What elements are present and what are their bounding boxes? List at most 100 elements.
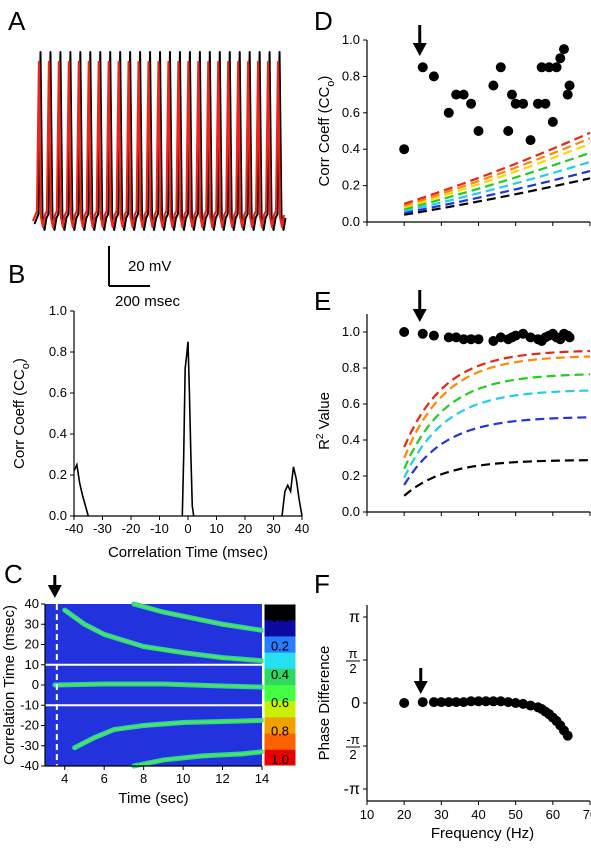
panel-letter-d: D xyxy=(314,6,333,36)
colorbar-tick-label: 0.0 xyxy=(271,610,289,625)
data-point xyxy=(503,126,514,136)
y-axis-title: Corr Coeff (CCo) xyxy=(316,76,337,187)
y-axis-title: Phase Difference xyxy=(316,646,333,761)
y-tick-label: 10 xyxy=(25,657,39,672)
panel-letter-e: E xyxy=(314,286,331,316)
y-axis-title-main: Corr Coeff (CC xyxy=(11,369,28,469)
y-tick-label: -40 xyxy=(20,758,39,773)
heatmap-ridge-core-3 xyxy=(73,719,263,749)
panel-letter-a: A xyxy=(8,6,26,36)
y-tick-label: -20 xyxy=(20,718,39,733)
colorbar-swatch-0 xyxy=(264,604,296,621)
data-point xyxy=(428,697,439,708)
x-tick-label: 10 xyxy=(209,521,223,536)
data-point xyxy=(547,116,558,127)
data-point xyxy=(562,89,573,100)
event-arrow-head xyxy=(412,43,427,56)
scale-bar-time-label: 200 msec xyxy=(115,293,181,310)
x-tick-label: 20 xyxy=(397,807,411,822)
data-point xyxy=(417,697,428,708)
data-point xyxy=(473,696,484,707)
y-tick-label: π xyxy=(349,609,360,626)
x-tick-label: -30 xyxy=(93,521,112,536)
data-point xyxy=(551,62,562,73)
y-tick-label: 0.0 xyxy=(342,504,360,519)
dashed-curve-4 xyxy=(403,355,591,459)
y-tick-label: 0 xyxy=(32,677,39,692)
y-tick-label: 0.4 xyxy=(49,426,67,441)
data-point xyxy=(480,696,491,707)
x-tick-label: 10 xyxy=(360,807,374,822)
y-tick-label-denominator: 2 xyxy=(349,747,356,762)
y-tick-label: 0.0 xyxy=(342,214,360,229)
data-point xyxy=(428,330,439,341)
x-tick-label: 6 xyxy=(101,771,108,786)
y-tick-label: 0.8 xyxy=(342,360,360,375)
dashed-curve-3 xyxy=(403,151,591,211)
dashed-curve-0 xyxy=(403,459,591,497)
heatmap-ridge-core-2 xyxy=(53,682,263,689)
y-tick-label: 0.4 xyxy=(342,432,360,447)
y-tick-label-numerator: π xyxy=(349,646,358,661)
dashed-curve-1 xyxy=(403,416,591,486)
colorbar-swatch-6 xyxy=(264,701,296,718)
event-arrow-head xyxy=(47,585,62,598)
colorbar-tick-label: 0.2 xyxy=(271,638,289,653)
data-point xyxy=(399,144,410,155)
data-point xyxy=(443,697,454,708)
y-tick-label-numerator: -π xyxy=(346,732,359,747)
x-tick-label: 4 xyxy=(61,771,68,786)
data-point xyxy=(436,697,447,708)
data-point xyxy=(466,98,477,109)
data-point xyxy=(399,327,410,337)
data-point xyxy=(451,89,462,100)
y-tick-label: 0.2 xyxy=(342,178,360,193)
data-point xyxy=(417,328,428,339)
y-tick-label: 0 xyxy=(351,695,360,712)
data-point xyxy=(488,696,499,707)
y-axis-title-part-1: 2 xyxy=(315,433,326,439)
event-arrow-head xyxy=(412,309,427,322)
y-axis-title-sub: o xyxy=(20,363,32,369)
data-point xyxy=(451,697,462,708)
x-tick-label: -40 xyxy=(65,521,84,536)
x-axis-title: Correlation Time (msec) xyxy=(108,544,268,561)
series-line-2 xyxy=(281,466,303,517)
data-point xyxy=(503,697,514,708)
colorbar-swatch-9 xyxy=(264,749,296,767)
dashed-curve-2 xyxy=(403,160,591,213)
colorbar-tick-label: 1.0 xyxy=(271,752,289,767)
data-point xyxy=(495,62,506,73)
data-point xyxy=(544,62,555,73)
x-tick-label: 40 xyxy=(471,807,485,822)
dashed-curve-4 xyxy=(403,142,591,209)
data-point xyxy=(488,80,499,91)
data-point xyxy=(564,80,575,91)
dashed-curve-6 xyxy=(403,131,591,205)
colorbar-swatch-4 xyxy=(264,668,296,686)
x-tick-label: -10 xyxy=(150,521,169,536)
x-axis-title: Frequency (Hz) xyxy=(431,825,534,842)
heatmap-ridge-core-4 xyxy=(132,750,263,767)
y-axis-title-part-0: R xyxy=(316,439,333,450)
dashed-curve-0 xyxy=(403,177,591,216)
colorbar-swatch-2 xyxy=(264,636,296,654)
data-point xyxy=(488,336,499,346)
colorbar-swatch-3 xyxy=(264,652,296,670)
data-point xyxy=(506,89,517,100)
y-tick-label: -10 xyxy=(20,697,39,712)
panel-c-heatmap: 4 6 8 10 12 14 40 30 20 10 0 -10 -20 -30 -40 Time (sec)… xyxy=(1,575,297,807)
data-point xyxy=(473,334,484,345)
y-tick-label: 40 xyxy=(25,596,39,611)
x-tick-label: 70 xyxy=(583,807,591,822)
dashed-curve-2 xyxy=(403,389,591,479)
data-point xyxy=(536,62,547,73)
colorbar-frame xyxy=(263,603,297,767)
data-point xyxy=(466,696,477,707)
y-tick-label: 0.6 xyxy=(49,385,67,400)
x-tick-label: 30 xyxy=(434,807,448,822)
y-tick-label: 1.0 xyxy=(342,324,360,339)
data-point xyxy=(518,98,529,109)
